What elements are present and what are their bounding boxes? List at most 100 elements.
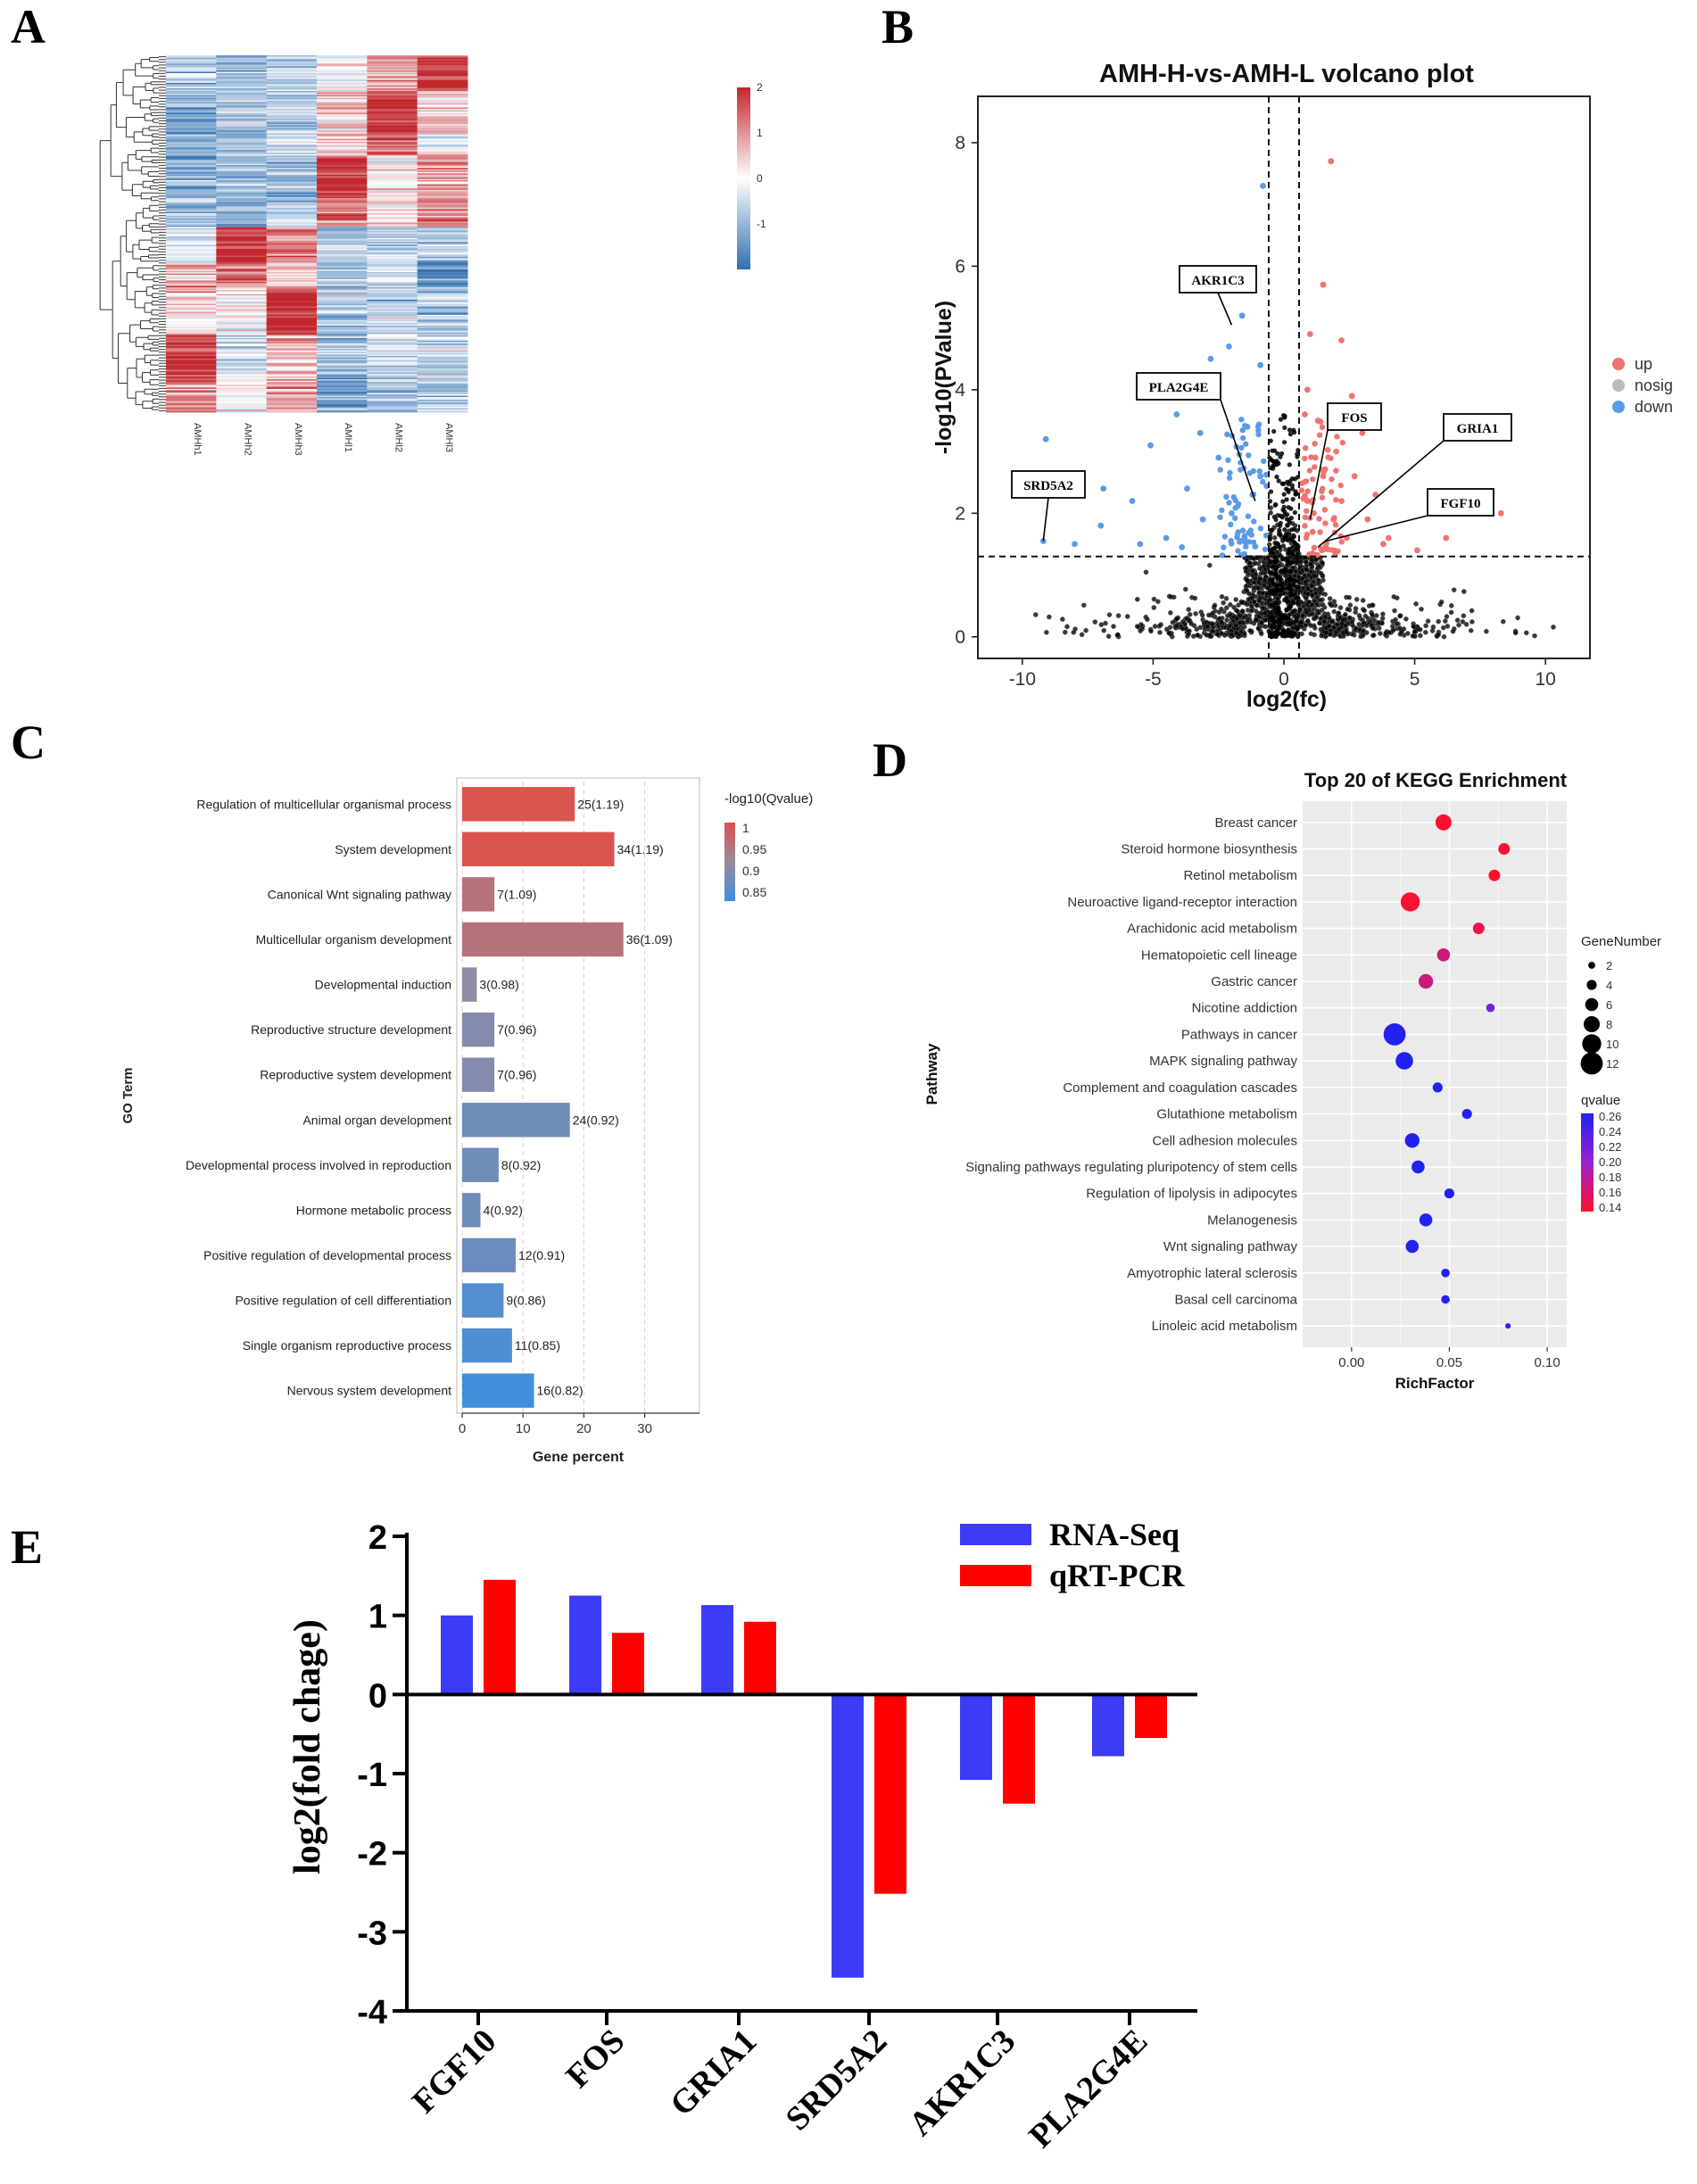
heatmap-cell	[166, 334, 217, 336]
heatmap-cell	[266, 191, 318, 194]
volcano-point-up	[1333, 467, 1339, 474]
heatmap-cell	[166, 296, 217, 299]
heatmap-cell	[266, 95, 318, 97]
heatmap-cell	[266, 110, 318, 112]
heatmap-cell	[166, 291, 217, 294]
heatmap-cell	[417, 262, 468, 265]
dendrogram-branches	[99, 56, 166, 411]
heatmap-cell	[166, 196, 217, 199]
heatmap-cell	[266, 132, 318, 135]
heatmap-cell	[417, 156, 468, 159]
heatmap-cell	[417, 128, 468, 130]
heatmap-cell	[317, 110, 368, 112]
volcano-point-up	[1337, 482, 1344, 489]
heatmap-cell	[417, 117, 468, 120]
heatmap-cell	[166, 192, 217, 194]
heatmap-cell	[417, 118, 468, 120]
heatmap-cell	[166, 410, 217, 413]
heatmap-cell	[417, 255, 468, 258]
kegg-point	[1435, 814, 1452, 831]
heatmap-cell	[367, 73, 418, 75]
kegg-pathway-label: Signaling pathways regulating pluripoten…	[965, 1160, 1297, 1175]
heatmap-cell	[216, 169, 268, 171]
heatmap-cell	[317, 70, 368, 72]
volcano-point-nosig	[1290, 497, 1296, 502]
heatmap-cell	[216, 375, 268, 377]
heatmap-cell	[317, 296, 368, 299]
heatmap-cell	[216, 332, 268, 335]
heatmap-cell	[266, 369, 318, 372]
heatmap-cell	[266, 308, 318, 310]
heatmap-cell	[367, 214, 418, 217]
kegg-pathway-label: Basal cell carcinoma	[1174, 1293, 1297, 1308]
heatmap-cell	[367, 71, 418, 74]
kegg-pathway-label: Arachidonic acid metabolism	[1127, 922, 1297, 937]
heatmap-cell	[166, 155, 217, 158]
heatmap-cell	[417, 242, 468, 244]
heatmap-cell	[266, 176, 318, 178]
volcano-point-down	[1137, 541, 1144, 548]
heatmap-cell	[417, 92, 468, 95]
heatmap-cell	[367, 112, 418, 113]
kegg-pathway-label: Pathways in cancer	[1181, 1027, 1297, 1042]
heatmap-cell	[417, 171, 468, 174]
heatmap-cell	[216, 203, 268, 206]
heatmap-cell	[417, 143, 468, 145]
volcano-point-nosig	[1180, 619, 1186, 625]
heatmap-cell	[166, 244, 217, 247]
heatmap-cell	[266, 377, 318, 380]
volcano-point-nosig	[1143, 569, 1149, 575]
heatmap-cell	[266, 400, 318, 402]
validation-category-label: FOS	[559, 2023, 632, 2096]
heatmap-cell	[216, 385, 268, 388]
heatmap-cell	[367, 94, 418, 95]
volcano-point-nosig	[1321, 618, 1328, 625]
heatmap-cell	[266, 104, 318, 107]
heatmap-cell	[216, 388, 268, 391]
rnaseq-bar	[569, 1595, 601, 1695]
heatmap-cell	[367, 201, 418, 203]
go-bar	[462, 1237, 516, 1273]
heatmap-cell	[216, 115, 268, 118]
heatmap-cell	[417, 176, 468, 178]
volcano-point-nosig	[1079, 632, 1085, 638]
heatmap-cell	[317, 321, 368, 324]
heatmap-cell	[317, 209, 368, 211]
heatmap-cell	[166, 331, 217, 334]
heatmap-cell	[317, 81, 368, 84]
heatmap-cell	[166, 308, 217, 310]
heatmap-cell	[317, 63, 368, 66]
heatmap-cell	[266, 390, 318, 393]
heatmap-cell	[417, 199, 468, 202]
volcano-point-nosig	[1303, 559, 1309, 565]
kegg-point	[1488, 869, 1501, 881]
heatmap-cell	[266, 202, 318, 204]
kegg-pathway-label: Gastric cancer	[1211, 974, 1297, 989]
heatmap-cell	[317, 143, 368, 145]
qrtpcr-bar	[744, 1621, 776, 1695]
heatmap-cell	[417, 95, 468, 97]
heatmap-cell	[367, 81, 418, 84]
volcano-point-up	[1320, 281, 1327, 288]
kegg-color-legend: qvalue 0.260.240.220.200.180.160.14	[1581, 1093, 1621, 1214]
heatmap-cell	[266, 272, 318, 274]
heatmap-cell	[317, 410, 368, 413]
go-x-tick-label: 30	[637, 1421, 652, 1436]
heatmap-cell	[317, 216, 368, 218]
heatmap-cell	[417, 383, 468, 385]
volcano-point-nosig	[1253, 608, 1259, 614]
heatmap-cell	[317, 275, 368, 277]
heatmap-cell	[367, 147, 418, 149]
kegg-point	[1444, 1188, 1454, 1199]
heatmap-cell	[367, 123, 418, 126]
heatmap-cell	[317, 250, 368, 252]
heatmap-cell	[317, 236, 368, 238]
heatmap-cell	[266, 268, 318, 270]
volcano-point-nosig	[1299, 631, 1304, 637]
heatmap-cell	[166, 168, 217, 170]
heatmap-cell	[166, 206, 217, 209]
heatmap-cell	[216, 79, 268, 82]
heatmap-cell	[166, 248, 217, 251]
heatmap-cell	[417, 318, 468, 321]
heatmap-cell	[166, 140, 217, 143]
